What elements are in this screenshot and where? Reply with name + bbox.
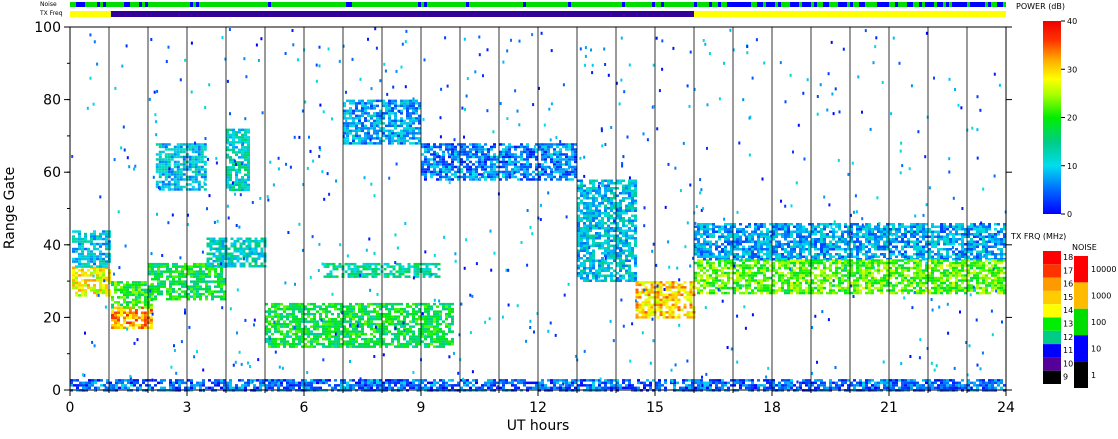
txfreq-tick-label: 13 [1063, 320, 1073, 329]
x-tick-label: 9 [417, 400, 426, 416]
power-scale-bar [1043, 21, 1061, 214]
txfreq-tick-label: 9 [1063, 373, 1068, 382]
power-tick-label: 0 [1067, 210, 1072, 219]
noise-tick-label: 1000 [1091, 292, 1111, 301]
txfreq-tick-label: 10 [1063, 359, 1073, 368]
txfreq-segment [70, 11, 111, 17]
noise-color-cell [1074, 282, 1088, 308]
scattered-echoes [71, 27, 1007, 392]
hour-gridlines [109, 27, 967, 390]
txfreq-segment [694, 11, 1006, 17]
noise-scale-title: NOISE [1072, 243, 1097, 252]
txfreq-status-bar [70, 11, 1006, 17]
txfreq-color-cell [1043, 344, 1061, 357]
echo-region [156, 143, 207, 191]
noise-color-scale: NOISE 10000 1000 100 10 1 [1072, 243, 1116, 388]
noise-color-cell [1074, 256, 1088, 282]
txfreq-color-cell [1043, 371, 1061, 384]
y-axis-label: Range Gate [2, 167, 18, 249]
txfreq-color-cell [1043, 264, 1061, 277]
y-tick-label: 100 [34, 20, 61, 36]
y-tick-label: 0 [52, 383, 61, 399]
noise-tick-label: 1 [1091, 371, 1096, 380]
echo-region [111, 307, 153, 330]
echo-region [265, 303, 454, 348]
power-scale-title: POWER (dB) [1016, 2, 1065, 11]
txfreq-segment [111, 11, 694, 17]
noise-color-cell [1074, 309, 1088, 335]
x-axis-ticks: 0 3 6 9 12 15 18 21 24 [66, 390, 1015, 416]
noise-tick-label: 100 [1091, 318, 1106, 327]
txfreq-color-cell [1043, 304, 1061, 317]
x-tick-label: 12 [529, 400, 547, 416]
txfreq-color-cell [1043, 291, 1061, 304]
noise-status-bar [70, 2, 1006, 7]
x-tick-label: 6 [300, 400, 309, 416]
echo-region [72, 230, 111, 267]
power-tick-label: 40 [1067, 17, 1077, 26]
txfreq-tick-label: 11 [1063, 346, 1073, 355]
x-tick-label: 21 [880, 400, 898, 416]
txfreq-tick-label: 15 [1063, 293, 1073, 302]
noise-color-cell [1074, 335, 1088, 361]
power-tick-label: 30 [1067, 65, 1077, 74]
echo-region [636, 281, 696, 319]
txfreq-tick-label: 16 [1063, 280, 1073, 289]
x-tick-label: 15 [646, 400, 664, 416]
x-tick-label: 24 [997, 400, 1015, 416]
y-tick-label: 60 [43, 165, 61, 181]
txfreq-color-cell [1043, 318, 1061, 331]
plot-area: 0 3 6 9 12 15 18 21 24 0 20 40 60 80 100 [34, 20, 1015, 416]
noise-color-cell [1074, 362, 1088, 388]
status-label-txfreq: TX Freq [39, 10, 63, 17]
txfreq-color-cell [1043, 278, 1061, 291]
y-tick-label: 40 [43, 238, 61, 254]
status-bars [70, 2, 1006, 17]
status-label-noise: Noise [40, 1, 57, 8]
txfreq-tick-label: 17 [1063, 266, 1073, 275]
txfreq-tick-label: 14 [1063, 306, 1073, 315]
txfreq-scale-title: TX FRQ (MHz) [1010, 232, 1066, 241]
txfreq-tick-label: 18 [1063, 253, 1073, 262]
y-tick-label: 20 [43, 310, 61, 326]
txfreq-color-scale: TX FRQ (MHz) 18 17 16 15 14 13 12 11 10 9 [1010, 232, 1073, 384]
txfreq-color-cell [1043, 357, 1061, 370]
y-tick-label: 80 [43, 93, 61, 109]
power-tick-label: 10 [1067, 162, 1077, 171]
echo-region [226, 129, 250, 192]
txfreq-color-cell [1043, 251, 1061, 264]
power-color-scale: POWER (dB) 40 30 20 10 0 [1016, 2, 1077, 219]
txfreq-color-cell [1043, 331, 1061, 344]
x-tick-label: 0 [66, 400, 75, 416]
echo-region [111, 281, 153, 309]
power-tick-label: 20 [1067, 114, 1077, 123]
noise-tick-label: 10000 [1091, 265, 1116, 274]
x-axis-label: UT hours [507, 418, 570, 434]
noise-tick-label: 10 [1091, 344, 1101, 353]
txfreq-tick-label: 12 [1063, 333, 1073, 342]
x-tick-label: 3 [183, 400, 192, 416]
power-scale-ticks: 40 30 20 10 0 [1061, 17, 1077, 219]
x-tick-label: 18 [763, 400, 781, 416]
